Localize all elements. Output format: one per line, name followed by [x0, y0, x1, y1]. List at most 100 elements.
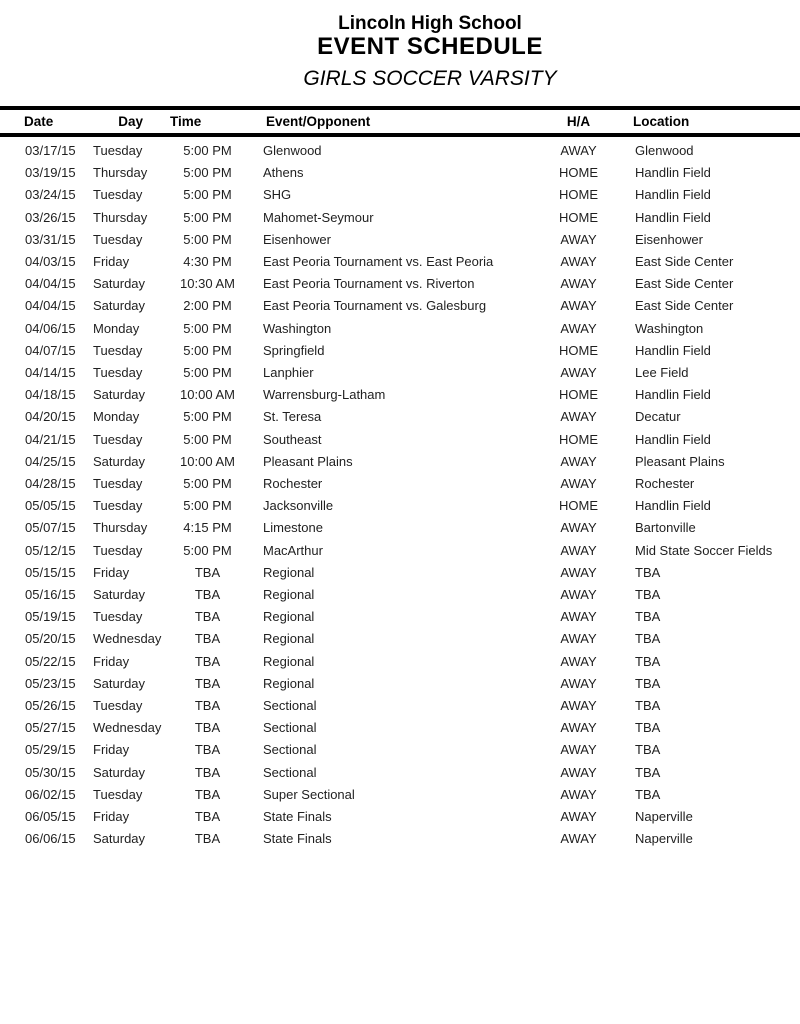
time-cell: 5:00 PM [183, 231, 232, 247]
table-row: 05/29/15 Friday TBA Sectional AWAY TBA [0, 739, 800, 761]
time-cell: TBA [194, 631, 221, 647]
location-cell: TBA [635, 609, 661, 625]
col-header-date: Date [0, 106, 93, 137]
table-row: 05/20/15 Wednesday TBA Regional AWAY TBA [0, 628, 800, 650]
location-cell: Lee Field [635, 365, 689, 381]
date-cell: 04/07/15 [25, 342, 76, 358]
ha-cell: HOME [559, 187, 598, 203]
date-cell: 05/15/15 [25, 564, 76, 580]
time-cell: TBA [194, 564, 221, 580]
day-cell: Tuesday [93, 476, 143, 492]
time-cell: 10:00 AM [180, 453, 235, 469]
day-cell: Saturday [93, 831, 146, 847]
event-cell: Southeast [263, 431, 322, 447]
ha-cell: AWAY [560, 520, 597, 536]
table-row: 05/05/15 Tuesday 5:00 PM Jacksonville HOME Ha… [0, 495, 800, 517]
ha-cell: HOME [559, 209, 598, 225]
day-cell: Saturday [93, 298, 146, 314]
event-cell: Sectional [263, 720, 317, 736]
time-cell: TBA [194, 809, 221, 825]
ha-cell: AWAY [560, 409, 597, 425]
day-cell: Friday [93, 742, 130, 758]
location-cell: TBA [635, 786, 661, 802]
day-cell: Friday [93, 809, 130, 825]
table-row: 04/21/15 Tuesday 5:00 PM Southeast HOME Handl… [0, 429, 800, 451]
day-cell: Tuesday [93, 698, 143, 714]
time-cell: TBA [194, 786, 221, 802]
event-cell: Jacksonville [263, 498, 334, 514]
ha-cell: AWAY [560, 365, 597, 381]
event-cell: Eisenhower [263, 231, 331, 247]
time-cell: 5:00 PM [183, 476, 232, 492]
date-cell: 04/18/15 [25, 387, 76, 403]
location-cell: Handlin Field [635, 165, 711, 181]
date-cell: 05/23/15 [25, 675, 76, 691]
col-header-day: Day [93, 106, 170, 137]
event-cell: Regional [263, 631, 315, 647]
time-cell: TBA [194, 653, 221, 669]
location-cell: Handlin Field [635, 342, 711, 358]
location-cell: Handlin Field [635, 498, 711, 514]
team-subtitle: GIRLS SOCCER VARSITY [303, 67, 557, 90]
ha-cell: AWAY [560, 653, 597, 669]
event-cell: Sectional [263, 742, 317, 758]
table-row: 06/05/15 Friday TBA State Finals AWAY Napervi… [0, 806, 800, 828]
day-cell: Friday [93, 653, 130, 669]
table-header: Date Day Time Event/Opponent H/A Locatio… [0, 106, 800, 137]
location-cell: TBA [635, 720, 661, 736]
event-cell: Sectional [263, 764, 317, 780]
table-row: 06/02/15 Tuesday TBA Super Sectional AWAY TBA [0, 784, 800, 806]
event-cell: MacArthur [263, 542, 323, 558]
time-cell: 5:00 PM [183, 431, 232, 447]
day-cell: Tuesday [93, 365, 143, 381]
event-cell: Super Sectional [263, 786, 355, 802]
date-cell: 06/05/15 [25, 809, 76, 825]
day-cell: Tuesday [93, 342, 143, 358]
location-cell: Bartonville [635, 520, 696, 536]
time-cell: TBA [194, 742, 221, 758]
table-row: 04/07/15 Tuesday 5:00 PM Springfield HOME Han… [0, 340, 800, 362]
date-cell: 04/20/15 [25, 409, 76, 425]
location-cell: TBA [635, 698, 661, 714]
table-row: 04/04/15 Saturday 2:00 PM East Peoria Tourn… [0, 295, 800, 317]
location-cell: Decatur [635, 409, 681, 425]
ha-cell: HOME [559, 342, 598, 358]
date-cell: 05/19/15 [25, 609, 76, 625]
col-header-location: Location [612, 106, 800, 137]
day-cell: Tuesday [93, 786, 143, 802]
ha-cell: AWAY [560, 742, 597, 758]
time-cell: 5:00 PM [183, 342, 232, 358]
event-cell: Warrensburg-Latham [263, 387, 386, 403]
location-cell: TBA [635, 653, 661, 669]
table-row: 05/27/15 Wednesday TBA Sectional AWAY TBA [0, 717, 800, 739]
location-cell: Washington [635, 320, 704, 336]
date-cell: 05/05/15 [25, 498, 76, 514]
date-cell: 04/04/15 [25, 298, 76, 314]
ha-cell: AWAY [560, 476, 597, 492]
date-cell: 04/28/15 [25, 476, 76, 492]
table-row: 03/19/15 Thursday 5:00 PM Athens HOME Handlin… [0, 162, 800, 184]
event-cell: Rochester [263, 476, 323, 492]
event-cell: St. Teresa [263, 409, 322, 425]
event-cell: State Finals [263, 809, 332, 825]
day-cell: Monday [93, 320, 140, 336]
location-cell: TBA [635, 631, 661, 647]
location-cell: Handlin Field [635, 431, 711, 447]
location-cell: Rochester [635, 476, 695, 492]
event-cell: East Peoria Tournament vs. Galesburg [263, 298, 487, 314]
date-cell: 05/26/15 [25, 698, 76, 714]
ha-cell: AWAY [560, 831, 597, 847]
event-cell: Sectional [263, 698, 317, 714]
date-cell: 05/22/15 [25, 653, 76, 669]
ha-cell: AWAY [560, 254, 597, 270]
ha-cell: AWAY [560, 298, 597, 314]
time-cell: TBA [194, 720, 221, 736]
table-row: 04/14/15 Tuesday 5:00 PM Lanphier AWAY Lee Fi… [0, 362, 800, 384]
time-cell: TBA [194, 675, 221, 691]
ha-cell: AWAY [560, 587, 597, 603]
location-cell: Handlin Field [635, 387, 711, 403]
table-row: 05/16/15 Saturday TBA Regional AWAY TBA [0, 584, 800, 606]
date-cell: 04/04/15 [25, 276, 76, 292]
location-cell: TBA [635, 675, 661, 691]
table-row: 04/03/15 Friday 4:30 PM East Peoria Tournam… [0, 251, 800, 273]
